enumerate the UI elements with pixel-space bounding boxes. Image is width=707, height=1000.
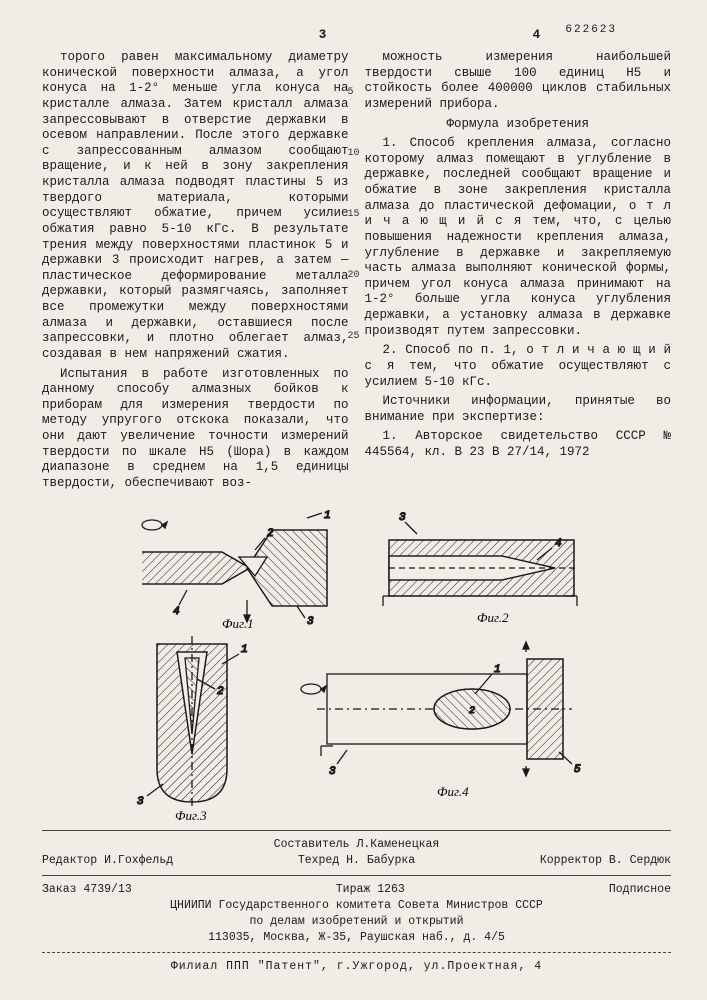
svg-text:1: 1 (324, 510, 331, 522)
svg-text:3: 3 (137, 796, 144, 808)
svg-text:4: 4 (555, 538, 562, 550)
svg-text:2: 2 (217, 686, 224, 698)
org-line1: ЦНИИПИ Государственного комитета Совета … (42, 898, 671, 914)
col2-para1: можность измерения наибольшей твердости … (365, 50, 672, 113)
org-line2: по делам изобретений и открытий (42, 914, 671, 930)
figure-4: 3 1 2 5 Фиг.4 (297, 634, 587, 804)
line-numbers: 510152025 (347, 62, 359, 367)
formula-title: Формула изобретения (365, 117, 672, 133)
page-numbers: 3 4 (42, 28, 671, 42)
svg-text:2: 2 (469, 706, 475, 717)
sign: Подписное (609, 882, 671, 898)
col1-para2: Испытания в работе изготовленных по данн… (42, 367, 349, 492)
figure-2: 3 4 Фиг.2 (377, 510, 587, 630)
composer: Составитель Л.Каменецкая (42, 837, 671, 853)
svg-text:3: 3 (307, 616, 314, 628)
filial: Филиал ППП "Патент", г.Ужгород, ул.Проек… (42, 959, 671, 975)
tirazh: Тираж 1263 (336, 882, 405, 898)
svg-text:1: 1 (494, 664, 501, 676)
svg-text:2: 2 (267, 528, 274, 540)
fig2-label: Фиг.2 (477, 610, 509, 625)
column-right: можность измерения наибольшей твердости … (365, 50, 672, 496)
col1-para1: торого равен максимальному диаметру кони… (42, 50, 349, 363)
address: 113035, Москва, Ж-35, Раушская наб., д. … (42, 930, 671, 946)
sources-heading: Источники информации, принятые во вниман… (365, 394, 672, 425)
corrector: Корректор В. Сердюк (540, 853, 671, 869)
editor: Редактор И.Гохфельд (42, 853, 173, 869)
page-left: 3 (319, 28, 327, 44)
claim-2: 2. Способ по п. 1, о т л и ч а ю щ и й с… (365, 343, 672, 390)
fig4-label: Фиг.4 (437, 784, 469, 799)
column-left: торого равен максимальному диаметру кони… (42, 50, 349, 496)
order-no: Заказ 4739/13 (42, 882, 132, 898)
page-right: 4 (533, 28, 541, 44)
fig1-label: Фиг.1 (222, 616, 254, 630)
figure-3: 1 2 3 Фиг.3 (127, 634, 257, 824)
techred: Техред Н. Бабурка (298, 853, 415, 869)
svg-text:3: 3 (399, 512, 406, 524)
svg-text:5: 5 (574, 764, 581, 776)
svg-text:1: 1 (241, 644, 248, 656)
figures-block: 1 2 4 3 Фиг.1 3 4 Фиг.2 (42, 510, 671, 824)
svg-text:4: 4 (173, 606, 180, 618)
claim-1: 1. Способ крепления алмаза, согласно кот… (365, 136, 672, 339)
fig3-label: Фиг.3 (175, 808, 207, 823)
svg-text:3: 3 (329, 766, 336, 778)
source-1: 1. Авторское свидетельство СССР № 445564… (365, 429, 672, 460)
figure-1: 1 2 4 3 Фиг.1 (127, 510, 337, 630)
credits-block: Составитель Л.Каменецкая Редактор И.Гохф… (42, 830, 671, 976)
